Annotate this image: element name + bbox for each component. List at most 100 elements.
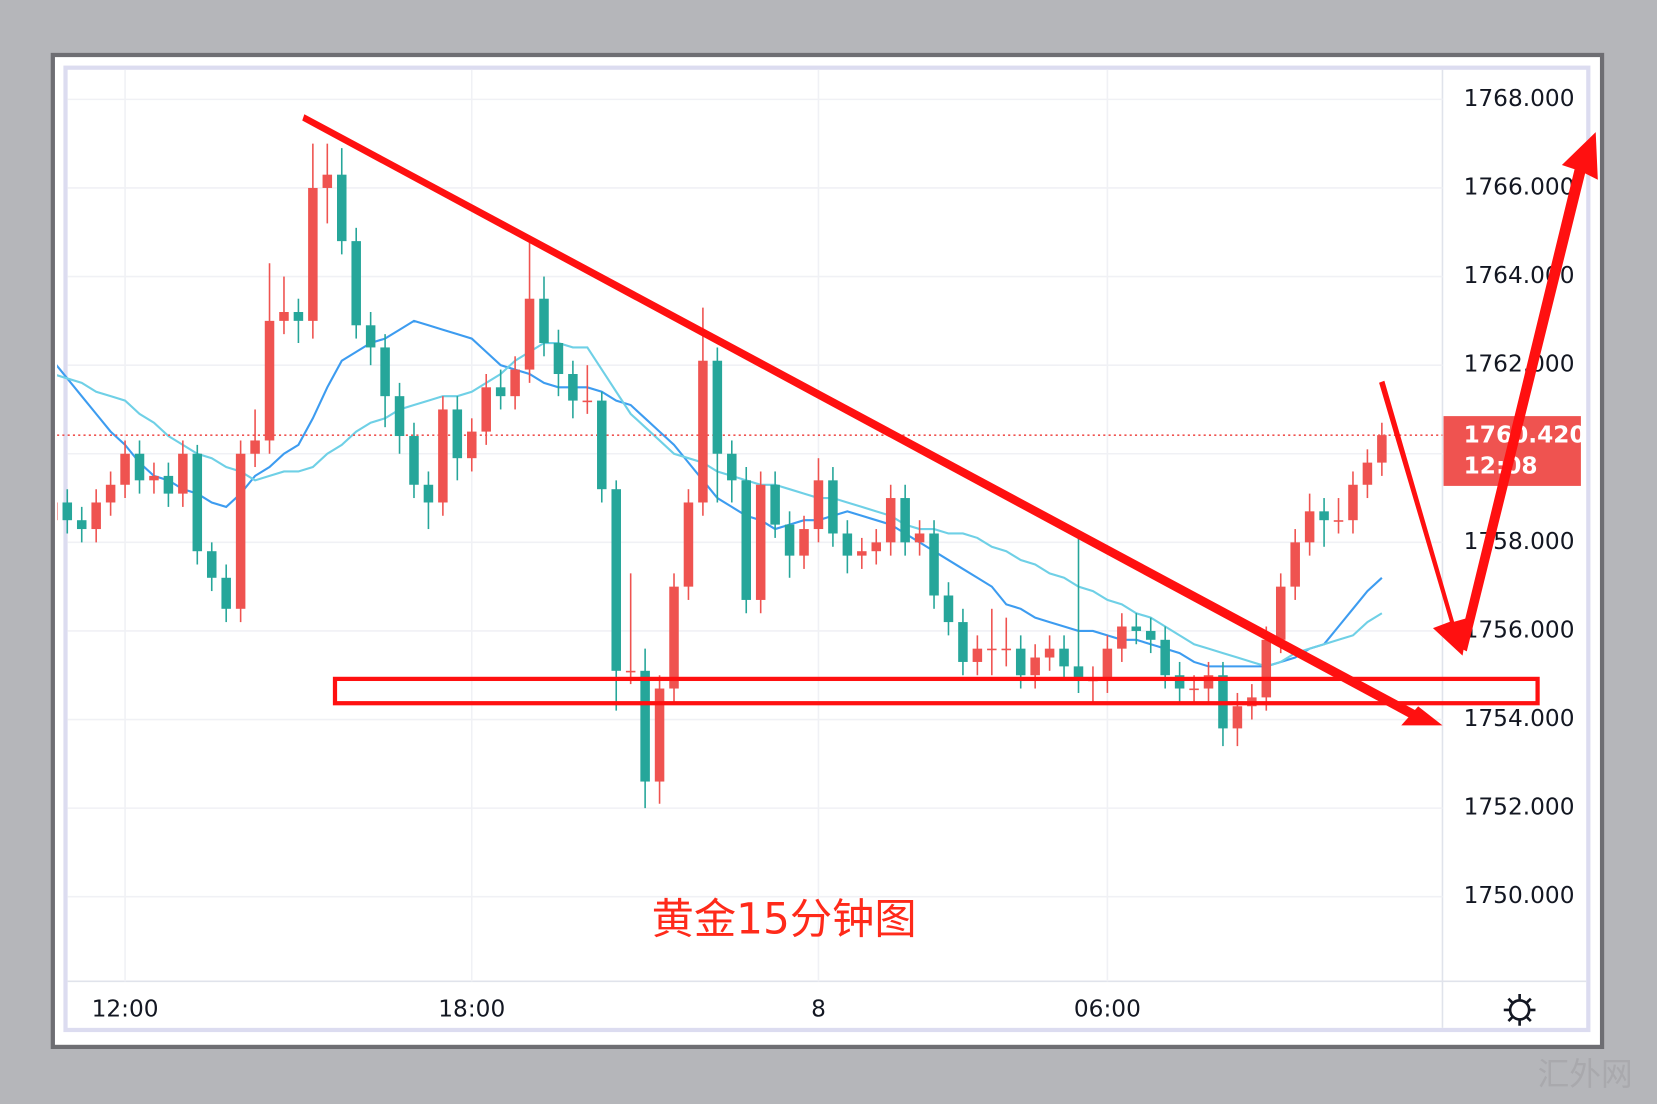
support-box <box>332 676 1540 706</box>
candle-body <box>76 520 87 530</box>
candle-body <box>279 311 289 321</box>
candle-body <box>611 489 621 671</box>
last-price-label: 1760.420 <box>1464 422 1586 449</box>
candle-body <box>62 502 73 521</box>
candle-body <box>510 369 520 397</box>
y-tick-label: 1768.000 <box>1464 85 1575 112</box>
candle-body <box>958 622 968 662</box>
candle-body <box>929 533 939 596</box>
candle-body <box>987 648 997 651</box>
candle-body <box>669 586 679 689</box>
candle-body <box>322 174 333 188</box>
candle-body <box>438 409 448 503</box>
x-tick-label: 18:00 <box>438 995 505 1022</box>
y-tick-label: 1752.000 <box>1464 794 1575 821</box>
candle-body <box>192 453 203 552</box>
candle-body <box>365 325 376 348</box>
y-tick-label: 1766.000 <box>1464 173 1575 200</box>
candle-body <box>264 320 275 441</box>
candle-body <box>885 498 896 543</box>
candle-body <box>91 502 101 530</box>
candle-body <box>134 453 145 481</box>
candle-body <box>337 174 347 242</box>
candle-body <box>943 595 954 623</box>
candle-body <box>842 533 853 556</box>
candle-body <box>1189 688 1199 691</box>
candle-body <box>1174 675 1185 689</box>
candle-body <box>149 475 159 481</box>
trend-arrowhead <box>1401 706 1443 726</box>
candle-body <box>481 387 491 432</box>
candle-body <box>568 374 578 401</box>
candle-body <box>1275 586 1286 640</box>
candle-body <box>452 409 463 459</box>
candle-body <box>712 360 723 454</box>
candle-body <box>1319 511 1329 521</box>
candle-body <box>524 298 535 370</box>
candle-body <box>770 484 780 525</box>
candle-body <box>582 400 593 403</box>
y-tick-label: 1762.000 <box>1464 351 1575 378</box>
candle-body <box>1348 484 1358 521</box>
candle-body <box>799 529 809 556</box>
candle-body <box>914 533 925 543</box>
candle-body <box>1001 648 1012 651</box>
candle-body <box>394 396 405 437</box>
candle-body <box>727 453 737 481</box>
candle-body <box>1290 542 1300 587</box>
candle-body <box>813 480 824 530</box>
candle-body <box>698 360 708 503</box>
x-tick-label: 8 <box>811 995 826 1022</box>
candle-body <box>105 484 116 503</box>
candle-body <box>755 484 766 600</box>
candle-body <box>1203 675 1214 689</box>
candle-body <box>1073 666 1084 680</box>
candle-body <box>625 670 636 673</box>
candle-body <box>857 551 867 556</box>
candle-body <box>293 311 304 321</box>
candle-body <box>423 484 434 503</box>
candle-body <box>308 187 318 321</box>
candle-body <box>1117 626 1127 649</box>
settings-icon[interactable] <box>1503 994 1536 1026</box>
candle-body <box>871 542 882 552</box>
y-tick-label: 1756.000 <box>1464 616 1575 643</box>
y-tick-label: 1750.000 <box>1464 882 1575 909</box>
watermark: 汇外网 <box>1538 1057 1633 1093</box>
trend-line <box>302 114 1417 720</box>
candle-body <box>741 480 751 600</box>
candle-body <box>250 440 260 454</box>
inner-frame <box>63 65 1591 1033</box>
candle-body <box>654 688 665 782</box>
candle-body <box>1102 648 1113 680</box>
candle-body <box>972 648 983 662</box>
candle-body <box>1030 657 1040 676</box>
candle-body <box>57 502 58 521</box>
candle-body <box>784 524 795 556</box>
candle-body <box>1145 630 1156 640</box>
candle-body <box>683 502 694 587</box>
candle-body <box>1362 462 1373 485</box>
candle-body <box>640 670 650 782</box>
candle-body <box>1304 511 1315 543</box>
candle-body <box>1232 706 1243 729</box>
candle-body <box>553 343 564 375</box>
y-tick-label: 1758.000 <box>1464 528 1575 555</box>
candle-body <box>900 498 910 543</box>
candle-body <box>1131 626 1142 631</box>
candle-body <box>235 453 246 609</box>
candle-body <box>120 453 130 485</box>
candle-body <box>380 347 390 397</box>
x-tick-label: 12:00 <box>92 995 159 1022</box>
candle-body <box>1015 648 1026 676</box>
y-tick-label: 1754.000 <box>1464 705 1575 732</box>
candle-body <box>1333 520 1344 522</box>
candle-body <box>351 241 361 326</box>
candle-body <box>495 387 506 397</box>
x-tick-label: 06:00 <box>1074 995 1141 1022</box>
candle-body <box>163 475 174 494</box>
candle-body <box>597 400 607 490</box>
candle-body <box>1160 639 1170 676</box>
candle-body <box>539 298 549 344</box>
